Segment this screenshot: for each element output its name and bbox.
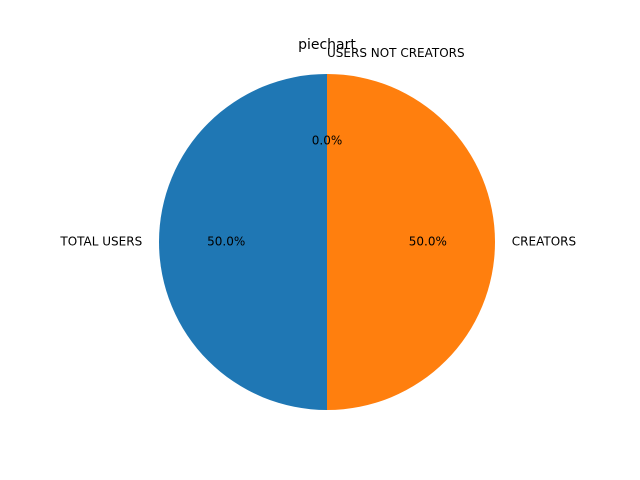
chart-title: piechart	[298, 37, 356, 53]
pie-slices	[159, 74, 495, 410]
pie-percent-total-users: 50.0%	[207, 235, 245, 249]
pie-slice-creators	[327, 74, 495, 410]
pie-slice-total-users	[159, 74, 327, 410]
pie-percent-users-not-creators: 0.0%	[312, 134, 343, 148]
pie-label-users-not-creators: USERS NOT CREATORS	[327, 46, 465, 60]
pie-percent-creators: 50.0%	[409, 235, 447, 249]
pie-label-creators: CREATORS	[512, 235, 576, 249]
pie-label-total-users: TOTAL USERS	[59, 235, 142, 249]
pie-labels: TOTAL USERS 50.0% CREATORS 50.0% USERS NOT C…	[59, 46, 576, 248]
